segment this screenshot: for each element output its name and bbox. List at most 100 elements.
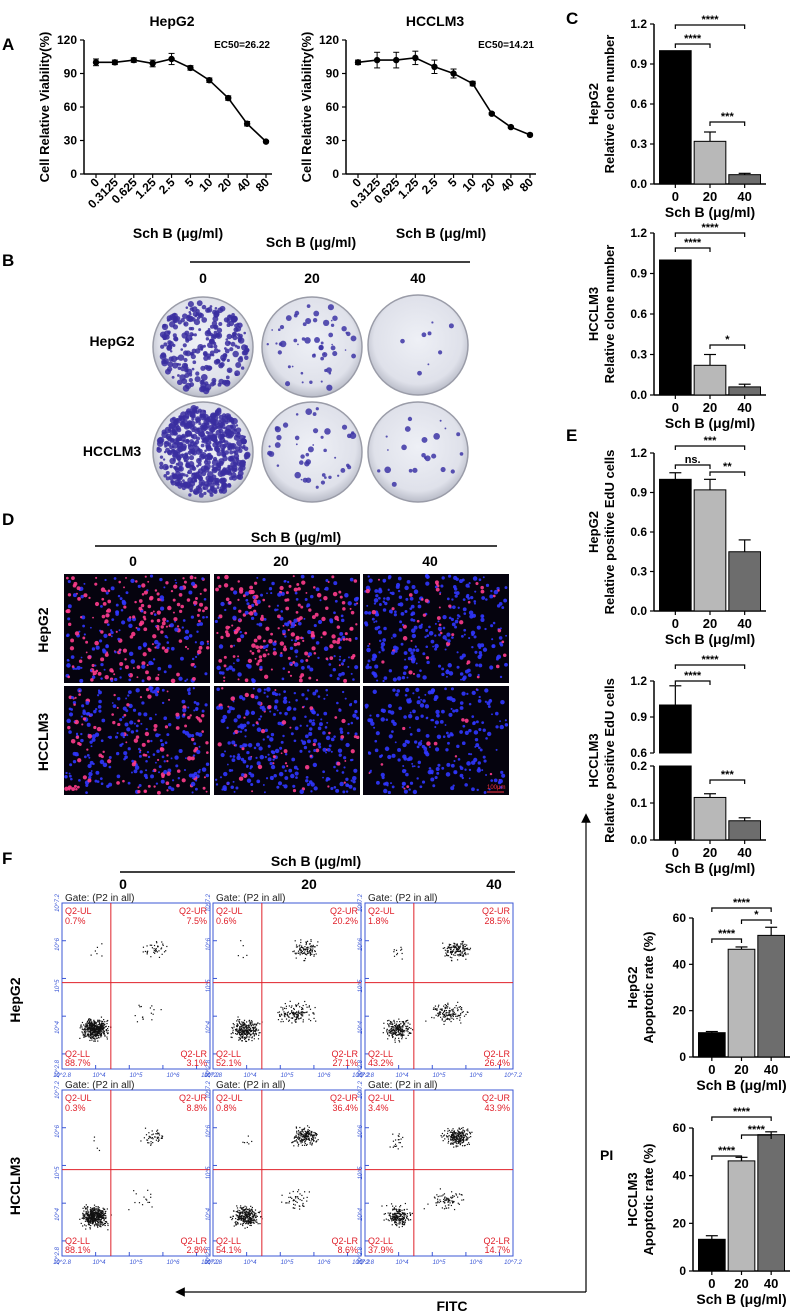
event-dot — [300, 1013, 302, 1015]
nucleus — [472, 721, 476, 726]
nucleus — [432, 784, 436, 788]
nucleus — [459, 701, 464, 705]
edu-positive-nucleus — [95, 576, 98, 580]
nucleus — [322, 770, 326, 774]
nucleus — [125, 697, 128, 700]
edu-positive-nucleus — [350, 610, 355, 615]
nucleus — [459, 706, 464, 710]
nucleus — [495, 657, 499, 661]
event-dot — [457, 945, 459, 947]
x-tick-label: 10^5 — [281, 1073, 294, 1079]
quadrant-ur-name: Q2-UR — [179, 906, 208, 916]
event-dot — [103, 1027, 105, 1029]
edu-positive-nucleus — [205, 790, 208, 793]
event-dot — [85, 1032, 87, 1034]
event-dot — [458, 947, 460, 950]
colony — [213, 348, 219, 354]
event-dot — [292, 1012, 294, 1014]
edu-positive-nucleus — [68, 622, 72, 627]
nucleus — [409, 697, 411, 700]
bar — [757, 934, 785, 1058]
colony — [190, 337, 193, 341]
nucleus — [398, 595, 403, 599]
event-dot — [107, 1029, 109, 1032]
y-tick-label: 10^7.2 — [55, 1080, 61, 1098]
edu-positive-nucleus — [349, 627, 353, 631]
nucleus — [407, 656, 412, 661]
edu-image-tile — [363, 686, 509, 795]
event-dot — [296, 1011, 298, 1013]
x-tick-label: 1.25 — [132, 175, 159, 202]
nucleus — [163, 769, 168, 775]
nucleus — [102, 762, 108, 768]
x-tick-label: 20 — [215, 175, 235, 195]
nucleus — [134, 765, 140, 770]
edu-positive-nucleus — [192, 676, 196, 681]
event-dot — [447, 1018, 449, 1020]
event-dot — [440, 1016, 442, 1018]
colony — [208, 424, 215, 432]
edu-image-tile — [214, 686, 360, 795]
data-point — [262, 138, 270, 145]
x-tick-label: 0 — [708, 1062, 715, 1077]
edu-positive-nucleus — [238, 776, 244, 781]
event-dot — [387, 1033, 389, 1035]
edu-positive-nucleus — [146, 676, 152, 681]
nucleus — [473, 730, 479, 735]
nucleus — [457, 606, 460, 609]
nucleus — [88, 771, 93, 777]
colony — [177, 483, 183, 489]
y-axis-title: Cell Relative Viability(%) — [37, 32, 52, 183]
edu-positive-nucleus — [157, 597, 161, 602]
nucleus — [435, 767, 440, 771]
edu-positive-nucleus — [190, 756, 195, 761]
nucleus — [383, 676, 388, 680]
edu-positive-nucleus — [331, 634, 336, 639]
event-dot — [295, 1005, 297, 1008]
event-dot — [296, 952, 298, 954]
edu-positive-nucleus — [126, 703, 130, 707]
event-dot — [443, 1010, 446, 1012]
y-tick-label: 1.2 — [630, 17, 647, 31]
flow-dose-0: 0 — [119, 876, 127, 892]
event-dot — [96, 1033, 98, 1035]
event-dot — [396, 1029, 399, 1031]
edu-positive-nucleus — [322, 631, 327, 636]
edu-positive-nucleus — [304, 765, 310, 770]
nucleus — [478, 646, 482, 649]
event-dot — [277, 1011, 279, 1014]
nucleus — [267, 744, 271, 748]
colony — [294, 435, 300, 441]
event-dot — [308, 1014, 310, 1016]
colony — [188, 377, 193, 383]
event-dot — [285, 1007, 287, 1010]
significance-bracket — [674, 43, 711, 48]
nucleus — [106, 623, 110, 626]
significance-bracket — [709, 344, 746, 349]
edu-positive-nucleus — [176, 602, 181, 607]
nucleus — [345, 790, 349, 793]
nucleus — [157, 666, 162, 671]
nucleus — [338, 658, 342, 661]
event-dot — [405, 1037, 407, 1040]
edu-positive-nucleus — [391, 607, 395, 611]
edu-positive-nucleus — [321, 616, 326, 622]
event-dot — [288, 1020, 290, 1022]
edu-positive-nucleus — [198, 619, 201, 623]
nucleus — [130, 659, 136, 664]
event-dot — [284, 1002, 286, 1005]
event-dot — [447, 1012, 449, 1014]
nucleus — [122, 736, 125, 739]
nucleus — [270, 750, 274, 754]
edu-positive-nucleus — [284, 762, 288, 765]
nucleus — [456, 744, 460, 749]
nucleus — [434, 585, 438, 589]
colony — [456, 432, 461, 437]
x-tick-label: 10^6 — [167, 1073, 180, 1079]
nucleus — [159, 577, 163, 582]
edu-positive-nucleus — [92, 673, 95, 676]
event-dot — [283, 1007, 286, 1009]
edu-positive-nucleus — [255, 721, 259, 725]
colony — [216, 449, 220, 453]
event-dot — [250, 1020, 253, 1022]
